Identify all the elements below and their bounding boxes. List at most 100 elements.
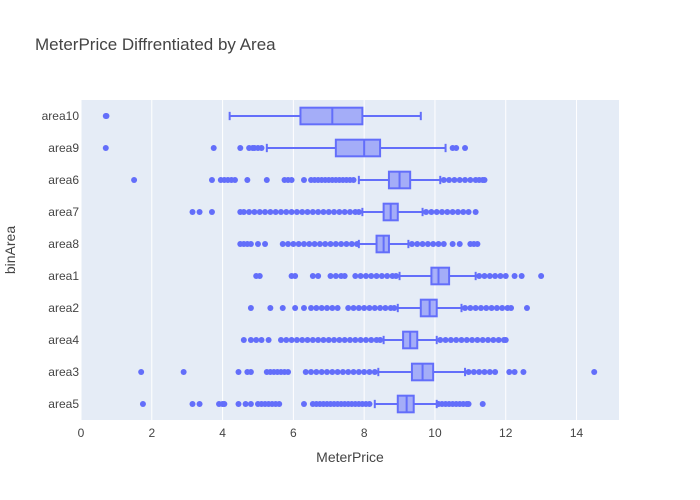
outlier-point	[309, 273, 316, 279]
outlier-point	[313, 305, 320, 311]
outlier-point	[315, 209, 322, 215]
outlier-point	[138, 369, 145, 375]
outlier-point	[352, 273, 359, 279]
chart-title: MeterPrice Diffrentiated by Area	[35, 35, 276, 54]
outlier-point	[472, 209, 479, 215]
outlier-point	[591, 369, 598, 375]
outlier-point	[462, 305, 469, 311]
outlier-point	[354, 241, 361, 247]
x-axis-title: MeterPrice	[316, 449, 384, 465]
outlier-point	[355, 209, 362, 215]
outlier-point	[419, 241, 426, 247]
outlier-point	[439, 209, 446, 215]
y-tick-label: area4	[48, 333, 79, 347]
box-area5	[139, 394, 486, 414]
outlier-point	[258, 337, 265, 343]
outlier-point	[355, 305, 362, 311]
outlier-point	[247, 305, 254, 311]
outlier-point	[345, 305, 352, 311]
outlier-point	[465, 369, 472, 375]
x-tick-label: 14	[570, 426, 584, 440]
outlier-point	[368, 337, 375, 343]
outlier-point	[361, 369, 368, 375]
outlier-point	[350, 369, 357, 375]
outlier-point	[258, 145, 265, 151]
outlier-point	[348, 241, 355, 247]
outlier-point	[306, 241, 313, 247]
outlier-point	[470, 369, 477, 375]
outlier-point	[277, 337, 284, 343]
outlier-point	[430, 241, 437, 247]
x-tick-label: 8	[361, 426, 368, 440]
outlier-point	[279, 305, 286, 311]
outlier-point	[292, 305, 299, 311]
outlier-point	[246, 209, 253, 215]
outlier-point	[343, 241, 350, 247]
outlier-point	[254, 241, 261, 247]
outlier-point	[347, 337, 353, 343]
outlier-point	[267, 305, 274, 311]
outlier-point	[490, 337, 497, 343]
outlier-point	[437, 337, 444, 343]
outlier-point	[350, 177, 357, 183]
outlier-point	[469, 337, 476, 343]
outlier-point	[492, 369, 499, 375]
outlier-point	[244, 177, 251, 183]
outlier-point	[495, 337, 502, 343]
outlier-point	[347, 209, 353, 215]
outlier-point	[299, 209, 306, 215]
outlier-point	[520, 369, 527, 375]
outlier-point	[433, 209, 440, 215]
box-area8	[237, 234, 481, 254]
outlier-point	[382, 305, 389, 311]
y-tick-label: area9	[48, 141, 79, 155]
outlier-point	[318, 369, 325, 375]
outlier-point	[279, 241, 286, 247]
outlier-point	[481, 177, 488, 183]
outlier-point	[345, 369, 352, 375]
outlier-point	[221, 401, 228, 407]
y-tick-label: area6	[48, 173, 79, 187]
outlier-point	[302, 369, 309, 375]
outlier-point	[465, 209, 472, 215]
outlier-point	[263, 177, 270, 183]
outlier-point	[391, 305, 398, 311]
outlier-point	[208, 209, 215, 215]
outlier-point	[424, 241, 431, 247]
outlier-point	[323, 305, 330, 311]
outlier-point	[476, 369, 483, 375]
outlier-point	[511, 273, 518, 279]
outlier-point	[247, 401, 254, 407]
y-tick-label: area7	[48, 205, 79, 219]
outlier-point	[308, 305, 315, 311]
outlier-point	[327, 273, 334, 279]
outlier-point	[334, 305, 341, 311]
box-area2	[247, 298, 530, 318]
box-series	[102, 106, 598, 414]
outlier-point	[486, 273, 493, 279]
outlier-point	[366, 305, 373, 311]
outlier-point	[456, 241, 463, 247]
box-area7	[189, 202, 479, 222]
y-tick-label: area2	[48, 301, 79, 315]
outlier-point	[315, 337, 322, 343]
outlier-point	[299, 337, 306, 343]
outlier-point	[329, 305, 336, 311]
outlier-point	[313, 369, 320, 375]
outlier-point	[336, 337, 343, 343]
x-tick-label: 10	[428, 426, 442, 440]
outlier-point	[331, 337, 338, 343]
x-tick-label: 4	[219, 426, 226, 440]
outlier-point	[485, 337, 492, 343]
outlier-point	[384, 273, 391, 279]
outlier-point	[331, 209, 338, 215]
outlier-point	[235, 369, 242, 375]
outlier-point	[329, 369, 336, 375]
outlier-point	[502, 273, 509, 279]
outlier-point	[393, 273, 400, 279]
outlier-point	[508, 305, 515, 311]
outlier-point	[300, 401, 307, 407]
outlier-point	[474, 241, 481, 247]
outlier-point	[210, 145, 217, 151]
